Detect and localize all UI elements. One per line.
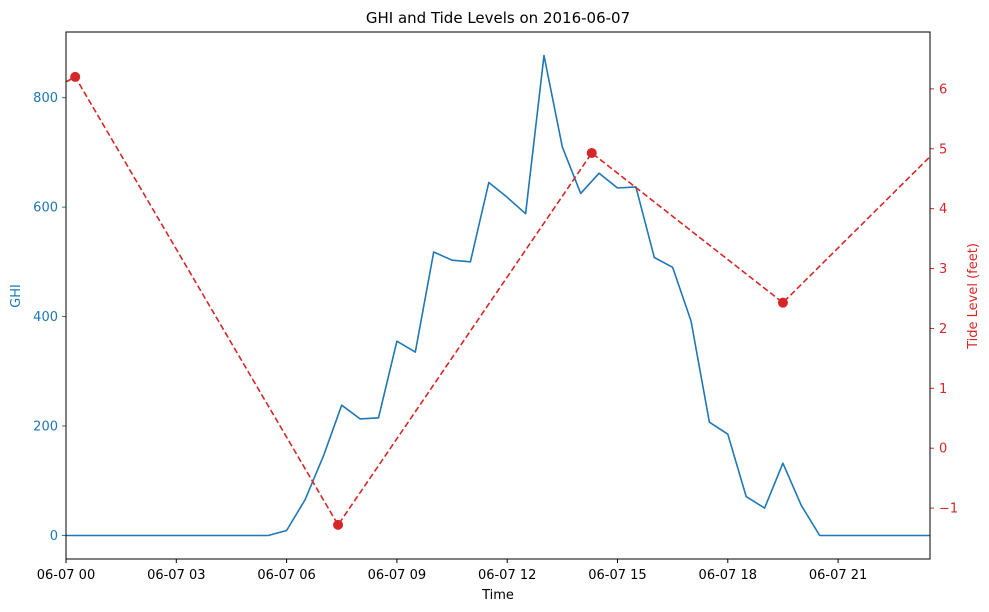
x-tick-label: 06-07 12 xyxy=(478,568,536,583)
x-axis-label: Time xyxy=(481,588,514,603)
right-y-tick-label: 1 xyxy=(939,382,947,397)
left-y-tick-label: 600 xyxy=(33,201,58,216)
right-y-tick-label: 3 xyxy=(939,262,947,277)
tide-marker xyxy=(333,519,344,530)
x-tick-label: 06-07 06 xyxy=(257,568,315,583)
chart-title: GHI and Tide Levels on 2016-06-07 xyxy=(366,9,630,27)
x-tick-label: 06-07 09 xyxy=(368,568,426,583)
axes-layer: 06-07 00 06-07 03 06-07 06 06-07 09 06-07 12… xyxy=(33,82,958,583)
left-y-tick-label: 200 xyxy=(33,420,58,435)
right-y-tick-label: 2 xyxy=(939,322,947,337)
right-y-tick-label: 6 xyxy=(939,82,947,97)
tide-marker xyxy=(777,297,788,308)
right-y-tick-label: 4 xyxy=(939,202,947,217)
x-tick-label: 06-07 03 xyxy=(147,568,205,583)
x-tick-label: 06-07 18 xyxy=(699,568,757,583)
tide-marker xyxy=(586,147,597,158)
y-axis-label-left: GHI xyxy=(9,284,24,308)
tide-marker xyxy=(70,71,81,82)
y-axis-label-right: Tide Level (feet) xyxy=(966,243,981,350)
x-tick-label: 06-07 21 xyxy=(809,568,867,583)
right-y-tick-label: 5 xyxy=(939,142,947,157)
series-layer xyxy=(66,54,930,537)
plot-frame xyxy=(65,31,931,560)
right-y-tick-label: −1 xyxy=(939,502,958,517)
x-tick-label: 06-07 00 xyxy=(37,568,95,583)
ghi-line xyxy=(66,54,930,537)
right-y-tick-label: 0 xyxy=(939,442,947,457)
left-y-tick-label: 0 xyxy=(50,529,58,544)
x-tick-label: 06-07 15 xyxy=(588,568,646,583)
left-y-tick-label: 400 xyxy=(33,310,58,325)
left-y-tick-label: 800 xyxy=(33,91,58,106)
